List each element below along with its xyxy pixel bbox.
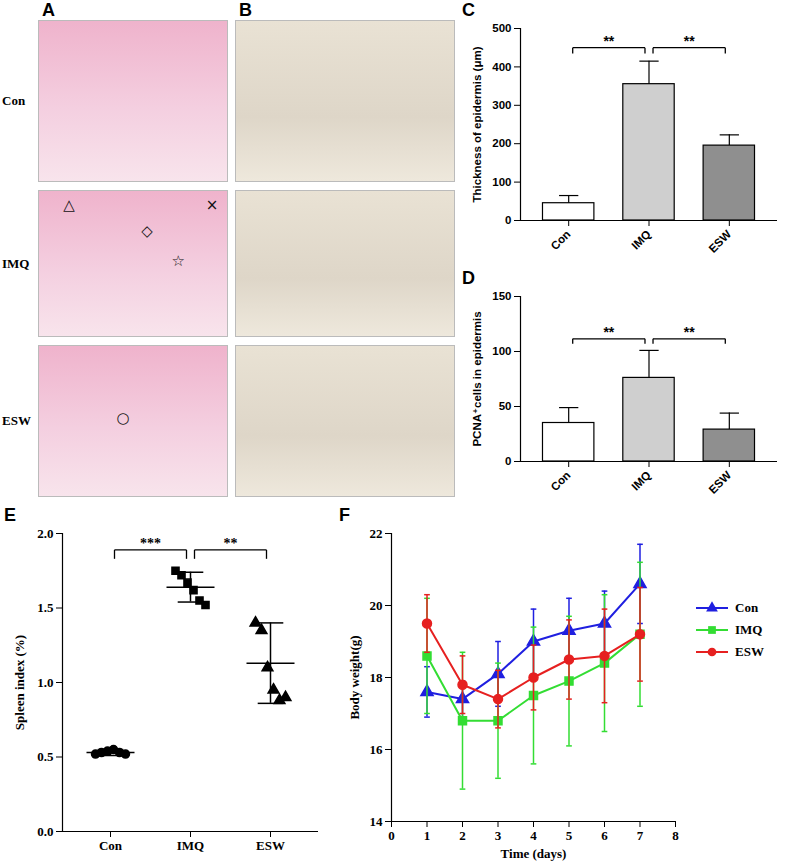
svg-text:Con: Con — [548, 228, 572, 252]
svg-text:3: 3 — [495, 828, 502, 843]
svg-text:Body weight(g): Body weight(g) — [347, 635, 362, 719]
svg-text:**: ** — [603, 324, 614, 340]
svg-text:Thickness of epidermis (μm): Thickness of epidermis (μm) — [471, 46, 483, 202]
html-text:IMQ: IMQ — [2, 255, 30, 271]
svg-text:IMQ: IMQ — [629, 469, 653, 493]
svg-text:2.0: 2.0 — [37, 526, 53, 541]
svg-text:400: 400 — [492, 61, 511, 73]
svg-text:7: 7 — [637, 828, 644, 843]
svg-text:16: 16 — [370, 742, 384, 757]
svg-text:50: 50 — [499, 400, 512, 412]
svg-text:18: 18 — [370, 670, 384, 685]
svg-text:150: 150 — [492, 290, 511, 302]
html-text:ESW: ESW — [735, 644, 764, 659]
svg-text:ESW: ESW — [706, 469, 733, 496]
html-text:D: D — [462, 268, 475, 288]
svg-text:1.5: 1.5 — [37, 600, 54, 615]
svg-text:**: ** — [603, 33, 614, 49]
svg-text:14: 14 — [370, 814, 384, 829]
svg-text:Time (days): Time (days) — [501, 846, 567, 861]
svg-text:0: 0 — [505, 455, 511, 467]
html-text:C: C — [462, 0, 475, 20]
svg-text:1.0: 1.0 — [37, 675, 53, 690]
html-text:IMQ: IMQ — [735, 622, 763, 637]
svg-text:IMQ: IMQ — [629, 228, 653, 252]
svg-text:5: 5 — [566, 828, 573, 843]
svg-text:Con: Con — [548, 469, 572, 493]
svg-text:PCNA⁺cells in epidermis: PCNA⁺cells in epidermis — [471, 311, 483, 446]
svg-text:ESW: ESW — [706, 228, 733, 255]
svg-text:0.5: 0.5 — [37, 749, 54, 764]
html-text:A: A — [42, 0, 55, 20]
svg-text:ESW: ESW — [256, 838, 285, 853]
svg-text:6: 6 — [601, 828, 608, 843]
svg-text:0: 0 — [388, 828, 395, 843]
html-text:E: E — [4, 505, 16, 525]
svg-text:Con: Con — [99, 838, 123, 853]
svg-text:0.0: 0.0 — [37, 824, 53, 839]
html-text:B: B — [239, 0, 252, 20]
html-text:Con: Con — [2, 93, 26, 108]
svg-text:**: ** — [224, 536, 238, 551]
svg-text:22: 22 — [370, 526, 383, 541]
svg-text:Spleen index (%): Spleen index (%) — [12, 635, 27, 730]
svg-text:8: 8 — [672, 828, 679, 843]
svg-text:300: 300 — [492, 99, 511, 111]
svg-text:1: 1 — [424, 828, 431, 843]
svg-text:500: 500 — [492, 22, 511, 34]
svg-text:2: 2 — [459, 828, 466, 843]
svg-text:**: ** — [684, 324, 695, 340]
svg-text:***: *** — [140, 536, 161, 551]
svg-text:4: 4 — [530, 828, 537, 843]
svg-text:0: 0 — [505, 214, 511, 226]
html-text:F: F — [339, 505, 350, 525]
html-text:ESW: ESW — [2, 413, 31, 428]
svg-text:IMQ: IMQ — [177, 838, 204, 853]
svg-text:200: 200 — [492, 137, 511, 149]
html-text:Con: Con — [735, 600, 759, 615]
svg-text:20: 20 — [370, 598, 383, 613]
svg-text:**: ** — [684, 33, 695, 49]
svg-text:100: 100 — [492, 345, 511, 357]
svg-text:100: 100 — [492, 176, 511, 188]
